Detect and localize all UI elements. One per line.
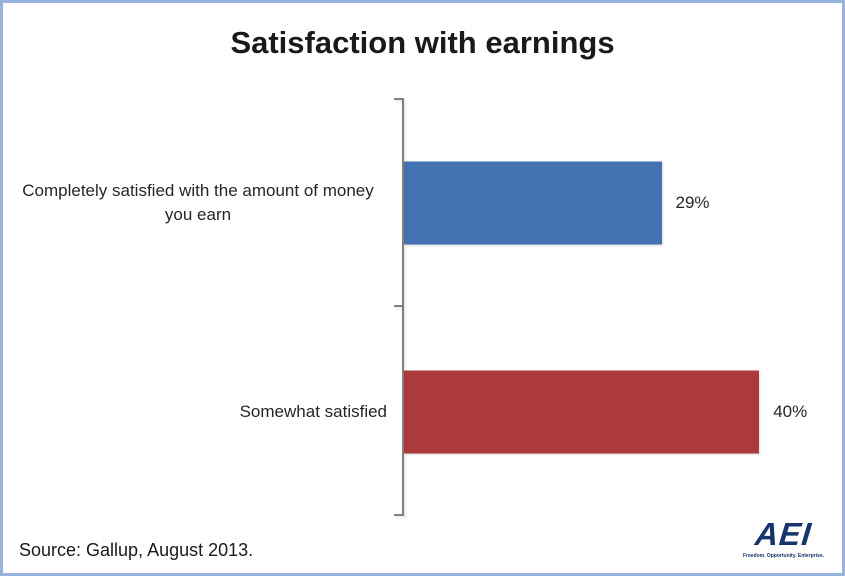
- axis-tick-middle: [394, 305, 402, 307]
- category-label-cell: Somewhat satisfied: [3, 307, 387, 516]
- plot-cell: 40%: [404, 307, 842, 516]
- aei-logo-text: AEI: [753, 516, 814, 552]
- aei-logo: AEI Freedom. Opportunity. Enterprise.: [742, 516, 824, 559]
- category-label: Completely satisfied with the amount of …: [22, 180, 374, 224]
- bar-row-somewhat-satisfied: Somewhat satisfied 40%: [3, 307, 842, 516]
- value-label: 40%: [773, 401, 808, 421]
- axis-tick-top: [394, 98, 402, 100]
- chart-title: Satisfaction with earnings: [230, 25, 615, 60]
- y-axis-line: [402, 98, 404, 516]
- plot-cell: 29%: [404, 98, 842, 307]
- category-label-cell: Completely satisfied with the amount of …: [3, 98, 387, 307]
- value-label: 29%: [675, 192, 710, 212]
- aei-logo-tagline: Freedom. Opportunity. Enterprise.: [742, 553, 824, 559]
- bar-row-completely-satisfied: Completely satisfied with the amount of …: [3, 98, 842, 307]
- axis-tick-bottom: [394, 514, 402, 516]
- source-text: Source: Gallup, August 2013.: [19, 540, 254, 560]
- bar-completely-satisfied: [404, 161, 662, 244]
- category-label: Somewhat satisfied: [239, 401, 387, 421]
- bar-somewhat-satisfied: [404, 370, 760, 453]
